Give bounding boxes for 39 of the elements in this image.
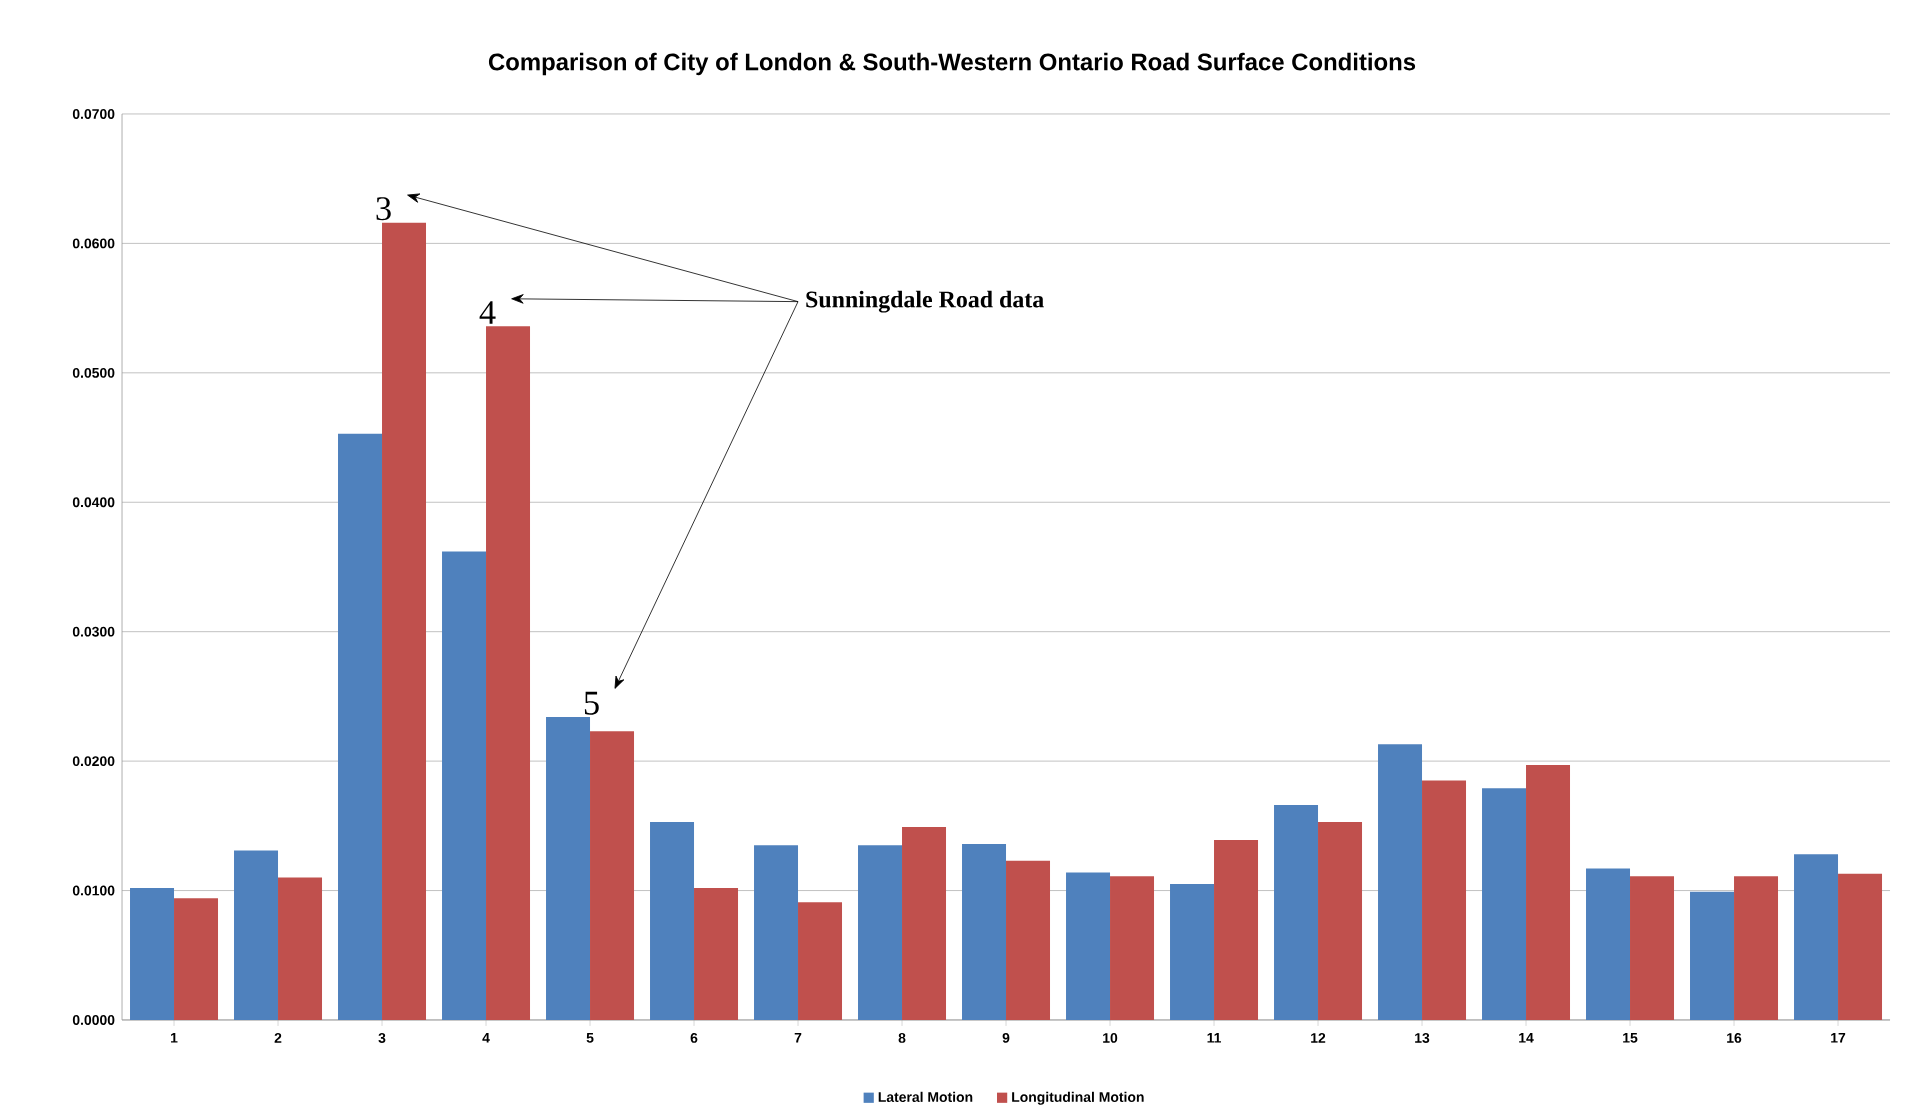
bar xyxy=(1838,873,1883,1020)
bar xyxy=(234,850,279,1020)
bar xyxy=(278,877,323,1020)
bar xyxy=(382,222,427,1020)
bar xyxy=(1006,860,1051,1020)
bar xyxy=(1734,876,1779,1020)
bar xyxy=(754,845,799,1020)
bar xyxy=(902,827,947,1020)
bar xyxy=(1274,805,1319,1020)
annotation: 4 xyxy=(479,301,496,324)
bar xyxy=(1630,876,1675,1020)
bar xyxy=(1690,891,1735,1020)
bar xyxy=(694,887,739,1020)
bar xyxy=(1110,876,1155,1020)
bar xyxy=(486,326,531,1020)
bar xyxy=(650,821,695,1020)
annotation: 5 xyxy=(584,691,599,715)
bar xyxy=(1482,788,1527,1020)
bar xyxy=(590,731,635,1020)
bar xyxy=(130,887,175,1020)
chart-title: Comparison of City of London & South-Western Ontario Road Surface Conditions xyxy=(488,52,1416,76)
bar xyxy=(1318,821,1363,1020)
bar xyxy=(962,843,1007,1020)
bar xyxy=(798,902,843,1020)
bar xyxy=(1586,868,1631,1020)
bar xyxy=(858,845,903,1020)
bar xyxy=(1422,780,1467,1020)
bar xyxy=(338,433,383,1020)
bar xyxy=(174,898,219,1020)
bar xyxy=(1066,872,1111,1020)
bar xyxy=(546,717,591,1020)
annotation: Sunningdale Road data xyxy=(806,290,1044,313)
annotation: 3 xyxy=(376,197,391,221)
bar xyxy=(1794,854,1839,1020)
bar xyxy=(1214,840,1259,1020)
bar xyxy=(1378,744,1423,1020)
bar xyxy=(442,551,487,1020)
bar xyxy=(1526,764,1571,1020)
bar xyxy=(1170,884,1215,1020)
